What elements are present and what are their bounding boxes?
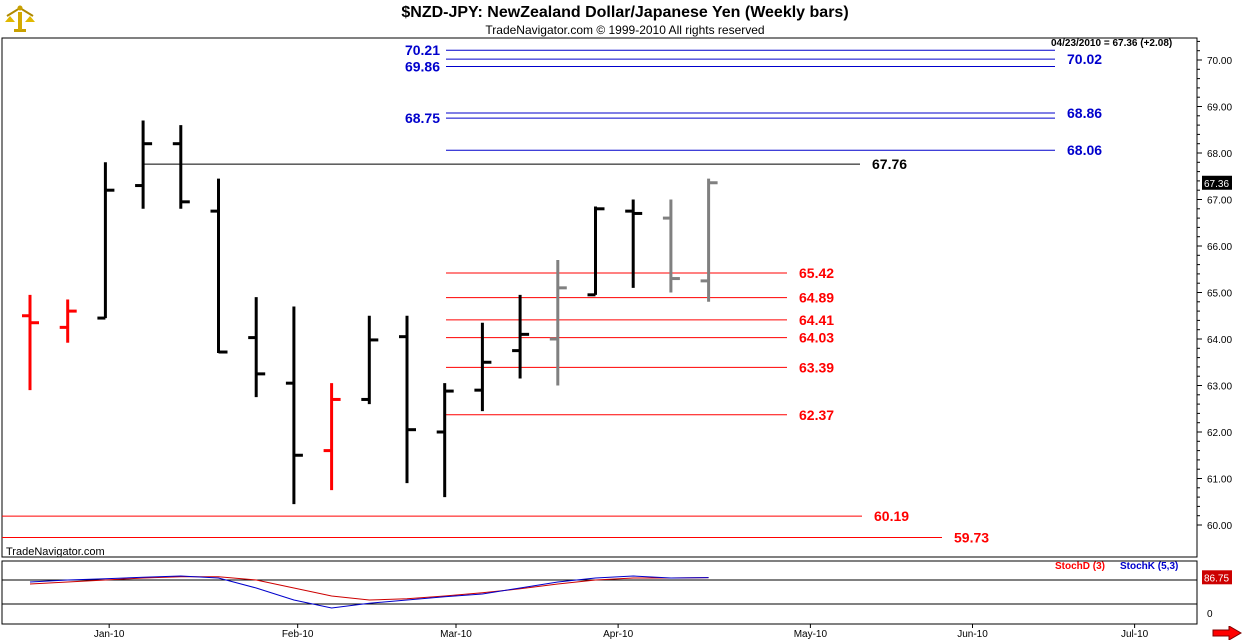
last-price-info: 04/23/2010 = 67.36 (+2.08) xyxy=(1051,38,1173,49)
copyright-subtitle: TradeNavigator.com © 1999-2010 All right… xyxy=(485,23,765,37)
stoch-k-line xyxy=(29,575,709,609)
y-tick-label: 67.00 xyxy=(1207,196,1232,207)
level-label: 64.89 xyxy=(799,290,834,306)
scroll-right-arrow-icon[interactable] xyxy=(1212,626,1242,640)
level-label: 67.76 xyxy=(872,156,907,172)
x-tick-label: Jul-10 xyxy=(1121,629,1149,640)
watermark: TradeNavigator.com xyxy=(6,546,105,558)
level-label: 64.41 xyxy=(799,312,834,328)
y-tick-label: 60.00 xyxy=(1207,521,1232,532)
y-axis: 60.00 61.00 62.00 63.00 64.00 65.00 66.00 67.00… xyxy=(1197,40,1232,532)
level-label: 64.03 xyxy=(799,330,834,346)
level-label: 62.37 xyxy=(799,407,834,423)
stoch-d-legend: StochD (3) xyxy=(1055,561,1105,572)
level-label: 68.06 xyxy=(1067,142,1102,158)
ohlc-bars xyxy=(22,120,718,505)
stoch-pane-border xyxy=(1,560,1198,625)
level-label: 70.21 xyxy=(405,42,440,58)
x-tick-label: Jun-10 xyxy=(957,629,988,640)
level-label: 63.39 xyxy=(799,359,834,375)
level-label: 65.42 xyxy=(799,265,834,281)
chart-frame xyxy=(1,37,1198,625)
x-tick-label: Apr-10 xyxy=(603,629,633,640)
level-label: 69.86 xyxy=(405,59,440,75)
y-tick-label: 65.00 xyxy=(1207,289,1232,300)
stoch-k-legend: StochK (5,3) xyxy=(1120,561,1179,572)
x-tick-label: Jan-10 xyxy=(94,629,125,640)
stoch-value-label: 86.75 xyxy=(1204,573,1229,584)
last-price-box xyxy=(1202,175,1232,190)
x-tick-label: Mar-10 xyxy=(440,629,472,640)
y-tick-label: 63.00 xyxy=(1207,382,1232,393)
stoch-zero-label: 0 xyxy=(1207,609,1213,620)
y-tick-label: 61.00 xyxy=(1207,475,1232,486)
chart-title: $NZD-JPY: NewZealand Dollar/Japanese Yen… xyxy=(401,4,849,21)
main-pane-border xyxy=(1,37,1198,558)
trade-navigator-logo-icon xyxy=(5,5,35,32)
stoch-value-box xyxy=(1202,570,1232,585)
y-tick-label: 68.00 xyxy=(1207,149,1232,160)
level-label: 59.73 xyxy=(954,530,989,546)
x-axis: Jan-10 Feb-10 Mar-10 Apr-10 May-10 Jun-10 Jul-… xyxy=(94,624,1149,640)
level-label: 68.75 xyxy=(405,110,440,126)
y-tick-label: 64.00 xyxy=(1207,335,1232,346)
level-label: 68.86 xyxy=(1067,105,1102,121)
y-tick-label: 62.00 xyxy=(1207,428,1232,439)
x-tick-label: May-10 xyxy=(794,629,828,640)
y-tick-label: 70.00 xyxy=(1207,56,1232,67)
last-price-label: 67.36 xyxy=(1204,179,1229,190)
stochastic-panel: 86.75 0 xyxy=(2,570,1232,620)
level-label: 70.02 xyxy=(1067,51,1102,67)
x-tick-label: Feb-10 xyxy=(282,629,314,640)
stoch-d-line xyxy=(29,576,709,601)
y-tick-label: 66.00 xyxy=(1207,242,1232,253)
y-tick-label: 69.00 xyxy=(1207,103,1232,114)
level-label: 60.19 xyxy=(874,508,909,524)
